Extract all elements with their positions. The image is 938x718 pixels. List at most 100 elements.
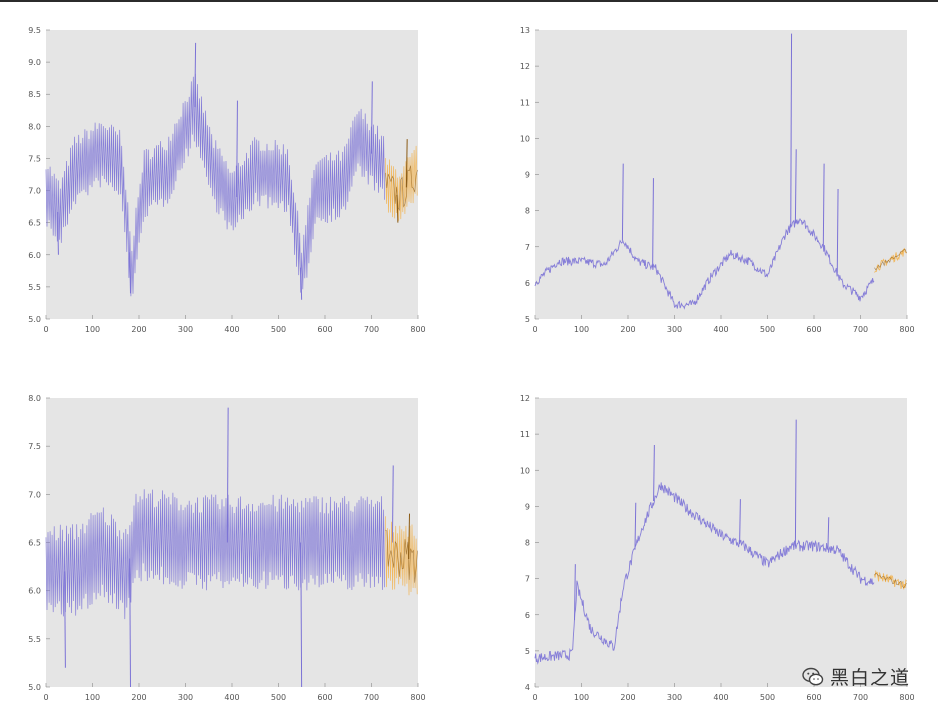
y-tick-label: 11 [520,98,530,107]
y-tick-label: 7.0 [28,187,41,196]
x-tick-label: 200 [620,693,635,702]
x-tick-label: 800 [410,693,425,702]
x-tick-label: 600 [317,693,332,702]
y-tick-label: 10 [520,466,530,475]
x-tick-label: 600 [317,325,332,334]
history-series-line [534,482,875,665]
y-tick-label: 6.5 [28,539,41,548]
y-tick-label: 9 [525,502,530,511]
y-tick-label: 6.0 [28,251,41,260]
y-tick-label: 6 [525,611,530,620]
x-tick-label: 0 [43,693,48,702]
plot-area [535,398,907,687]
y-tick-label: 6 [525,279,530,288]
x-tick-label: 400 [713,693,728,702]
x-tick-label: 600 [806,693,821,702]
y-tick-label: 5.0 [28,315,41,324]
spike-mark [391,465,394,543]
y-tick-label: 5 [525,315,530,324]
y-tick-label: 11 [520,430,530,439]
x-tick-label: 500 [760,325,775,334]
forecast-detail-line [874,573,907,589]
x-tick-label: 400 [713,325,728,334]
y-tick-label: 8.0 [28,122,41,131]
spike-mark [405,139,408,188]
spike-mark [194,42,197,108]
chart-bottom-left: 0 100 200 300 400 500 600 700 800 5.0 5.5 6.0 6.5 7.0… [28,394,425,702]
history-series-line [45,489,385,620]
x-tick-label: 100 [574,693,589,702]
y-tick-label: 12 [520,394,530,403]
spike-mark [64,571,66,668]
x-tick-label: 600 [806,325,821,334]
y-tick-label: 7 [525,243,530,252]
spike-mark [226,407,229,543]
forecast-series-line [385,516,418,596]
chart-bottom-right: 0 100 200 300 400 500 600 700 800 4 5 6 7 8 9 10 11 12 [520,394,915,702]
wechat-icon [802,666,824,688]
history-series-line [45,73,385,297]
history-series-line [534,217,875,310]
spike-mark [408,513,410,560]
y-tick-label: 8.0 [28,394,41,403]
x-tick-label: 200 [131,325,146,334]
watermark-text: 黑白之道 [829,667,910,689]
x-tick-label: 500 [271,325,286,334]
spike-mark [652,178,654,268]
x-tick-label: 400 [224,693,239,702]
x-tick-label: 300 [667,693,682,702]
y-tick-label: 5 [525,647,530,656]
spike-mark [129,558,131,688]
x-tick-label: 300 [178,325,193,334]
y-tick-label: 8 [525,207,530,216]
y-tick-label: 7 [525,575,530,584]
y-tick-label: 12 [520,62,530,71]
spike-mark [794,149,797,223]
x-tick-label: 800 [899,325,914,334]
spike-mark [790,33,793,228]
spike-mark [822,163,825,247]
chart-top-left: 0 100 200 300 400 500 600 700 800 5.0 5.5 6.0 6.5 7.0… [28,26,425,334]
x-tick-label: 700 [364,693,379,702]
spike-mark [236,100,238,197]
spike-mark [621,163,624,241]
spike-mark [300,542,303,688]
spike-mark [634,502,637,550]
x-tick-label: 700 [853,325,868,334]
spike-mark [827,517,830,549]
chart-top-right: 0 100 200 300 400 500 600 700 800 5 6 7 8 9 10 11 12 13 [520,26,915,334]
x-tick-label: 100 [85,325,100,334]
x-tick-label: 0 [43,325,48,334]
x-tick-label: 200 [131,693,146,702]
spike-mark [836,188,839,274]
y-tick-label: 8 [525,539,530,548]
spike-mark [396,194,399,223]
y-tick-label: 5.5 [28,283,41,292]
y-tick-label: 5.0 [28,683,41,692]
window-top-border [0,0,938,2]
plot-area [535,30,907,319]
x-tick-label: 100 [574,325,589,334]
y-tick-label: 13 [520,26,530,35]
x-tick-label: 800 [410,325,425,334]
x-tick-label: 700 [853,693,868,702]
forecast-series-line [385,145,418,221]
spike-mark [300,267,303,300]
x-tick-label: 0 [532,693,537,702]
spike-mark [794,419,797,547]
y-tick-label: 6.5 [28,219,41,228]
y-tick-label: 9.0 [28,58,41,67]
spike-mark [739,499,741,544]
spike-mark [371,81,373,154]
forecast-detail-line [385,165,418,211]
x-tick-label: 500 [760,693,775,702]
y-tick-label: 8.5 [28,90,41,99]
forecast-detail-line [385,529,418,583]
spike-mark [574,564,576,621]
x-tick-label: 800 [899,693,914,702]
x-tick-label: 300 [178,693,193,702]
y-tick-label: 9 [525,171,530,180]
forecast-series-line [874,247,907,273]
spike-mark [653,444,655,501]
x-tick-label: 200 [620,325,635,334]
